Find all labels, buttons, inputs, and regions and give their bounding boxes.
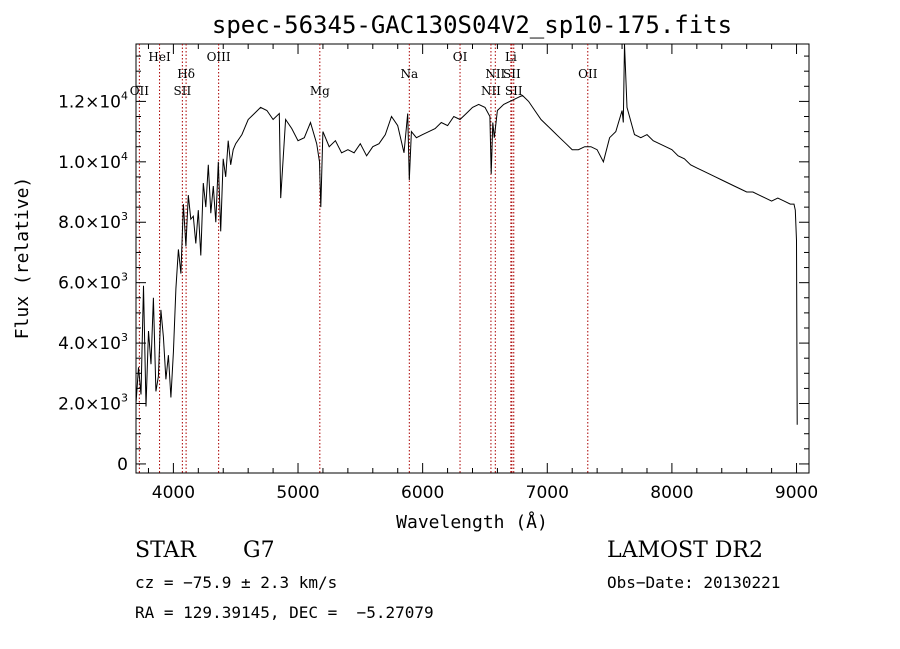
y-tick-label: 4.0×103 [58,331,128,354]
x-axis-ticks: 4000 5000 6000 7000 8000 9000 [147,44,818,503]
y-axis-ticks: 0 2.0×103 4.0×103 6.0×103 8.0×103 1.0×104 1.2×… [58,55,809,475]
spectral-line-label: Na [400,67,418,81]
spectral-line-label: Hδ [177,67,195,81]
x-tick-label: 6000 [401,483,444,503]
x-tick-label: 4000 [152,483,195,503]
y-tick-label: 8.0×103 [58,210,128,233]
x-tick-label: 9000 [775,483,818,503]
x-tick-label: 7000 [526,483,569,503]
y-tick-label: 1.2×104 [58,89,128,112]
redshift-text: cz = −75.9 ± 2.3 km/s [135,573,338,592]
spectral-line-label: NII [481,84,501,98]
x-tick-label: 5000 [276,483,319,503]
spectral-line-label: OI [453,50,468,64]
spectral-line-label: SII [174,84,192,98]
x-tick-label: 8000 [650,483,693,503]
spectrum-line [135,43,798,425]
y-tick-label: 1.0×104 [58,150,128,173]
y-tick-label: 2.0×103 [58,392,128,415]
spectral-line-label: HeI [148,50,171,64]
survey-name: LAMOST DR2 [607,538,763,563]
x-axis-label: Wavelength (Å) [396,511,548,533]
spectral-line-label: SII [505,84,523,98]
spectral-line-label: NII [485,67,505,81]
spectral-line-label: Mg [310,84,330,98]
plot-frame [135,43,810,474]
spectral-line-markers [138,44,589,473]
y-axis-label: Flux (relative) [12,177,33,340]
spectral-line-label: SII [503,67,521,81]
y-tick-label: 0 [117,455,128,475]
spectral-line-label: Li [505,50,517,64]
coordinates-text: RA = 129.39145, DEC = −5.27079 [135,603,434,622]
object-subclass: G7 [243,538,275,563]
spectral-line-label: OII [578,67,598,81]
spectral-line-label: OIII [207,50,231,64]
object-class: STAR [135,538,196,563]
observation-date: Obs−Date: 20130221 [607,573,781,592]
chart-title: spec-56345-GAC130S04V2_sp10-175.fits [212,11,732,39]
y-tick-label: 6.0×103 [58,271,128,294]
spectral-line-label: OII [130,84,150,98]
